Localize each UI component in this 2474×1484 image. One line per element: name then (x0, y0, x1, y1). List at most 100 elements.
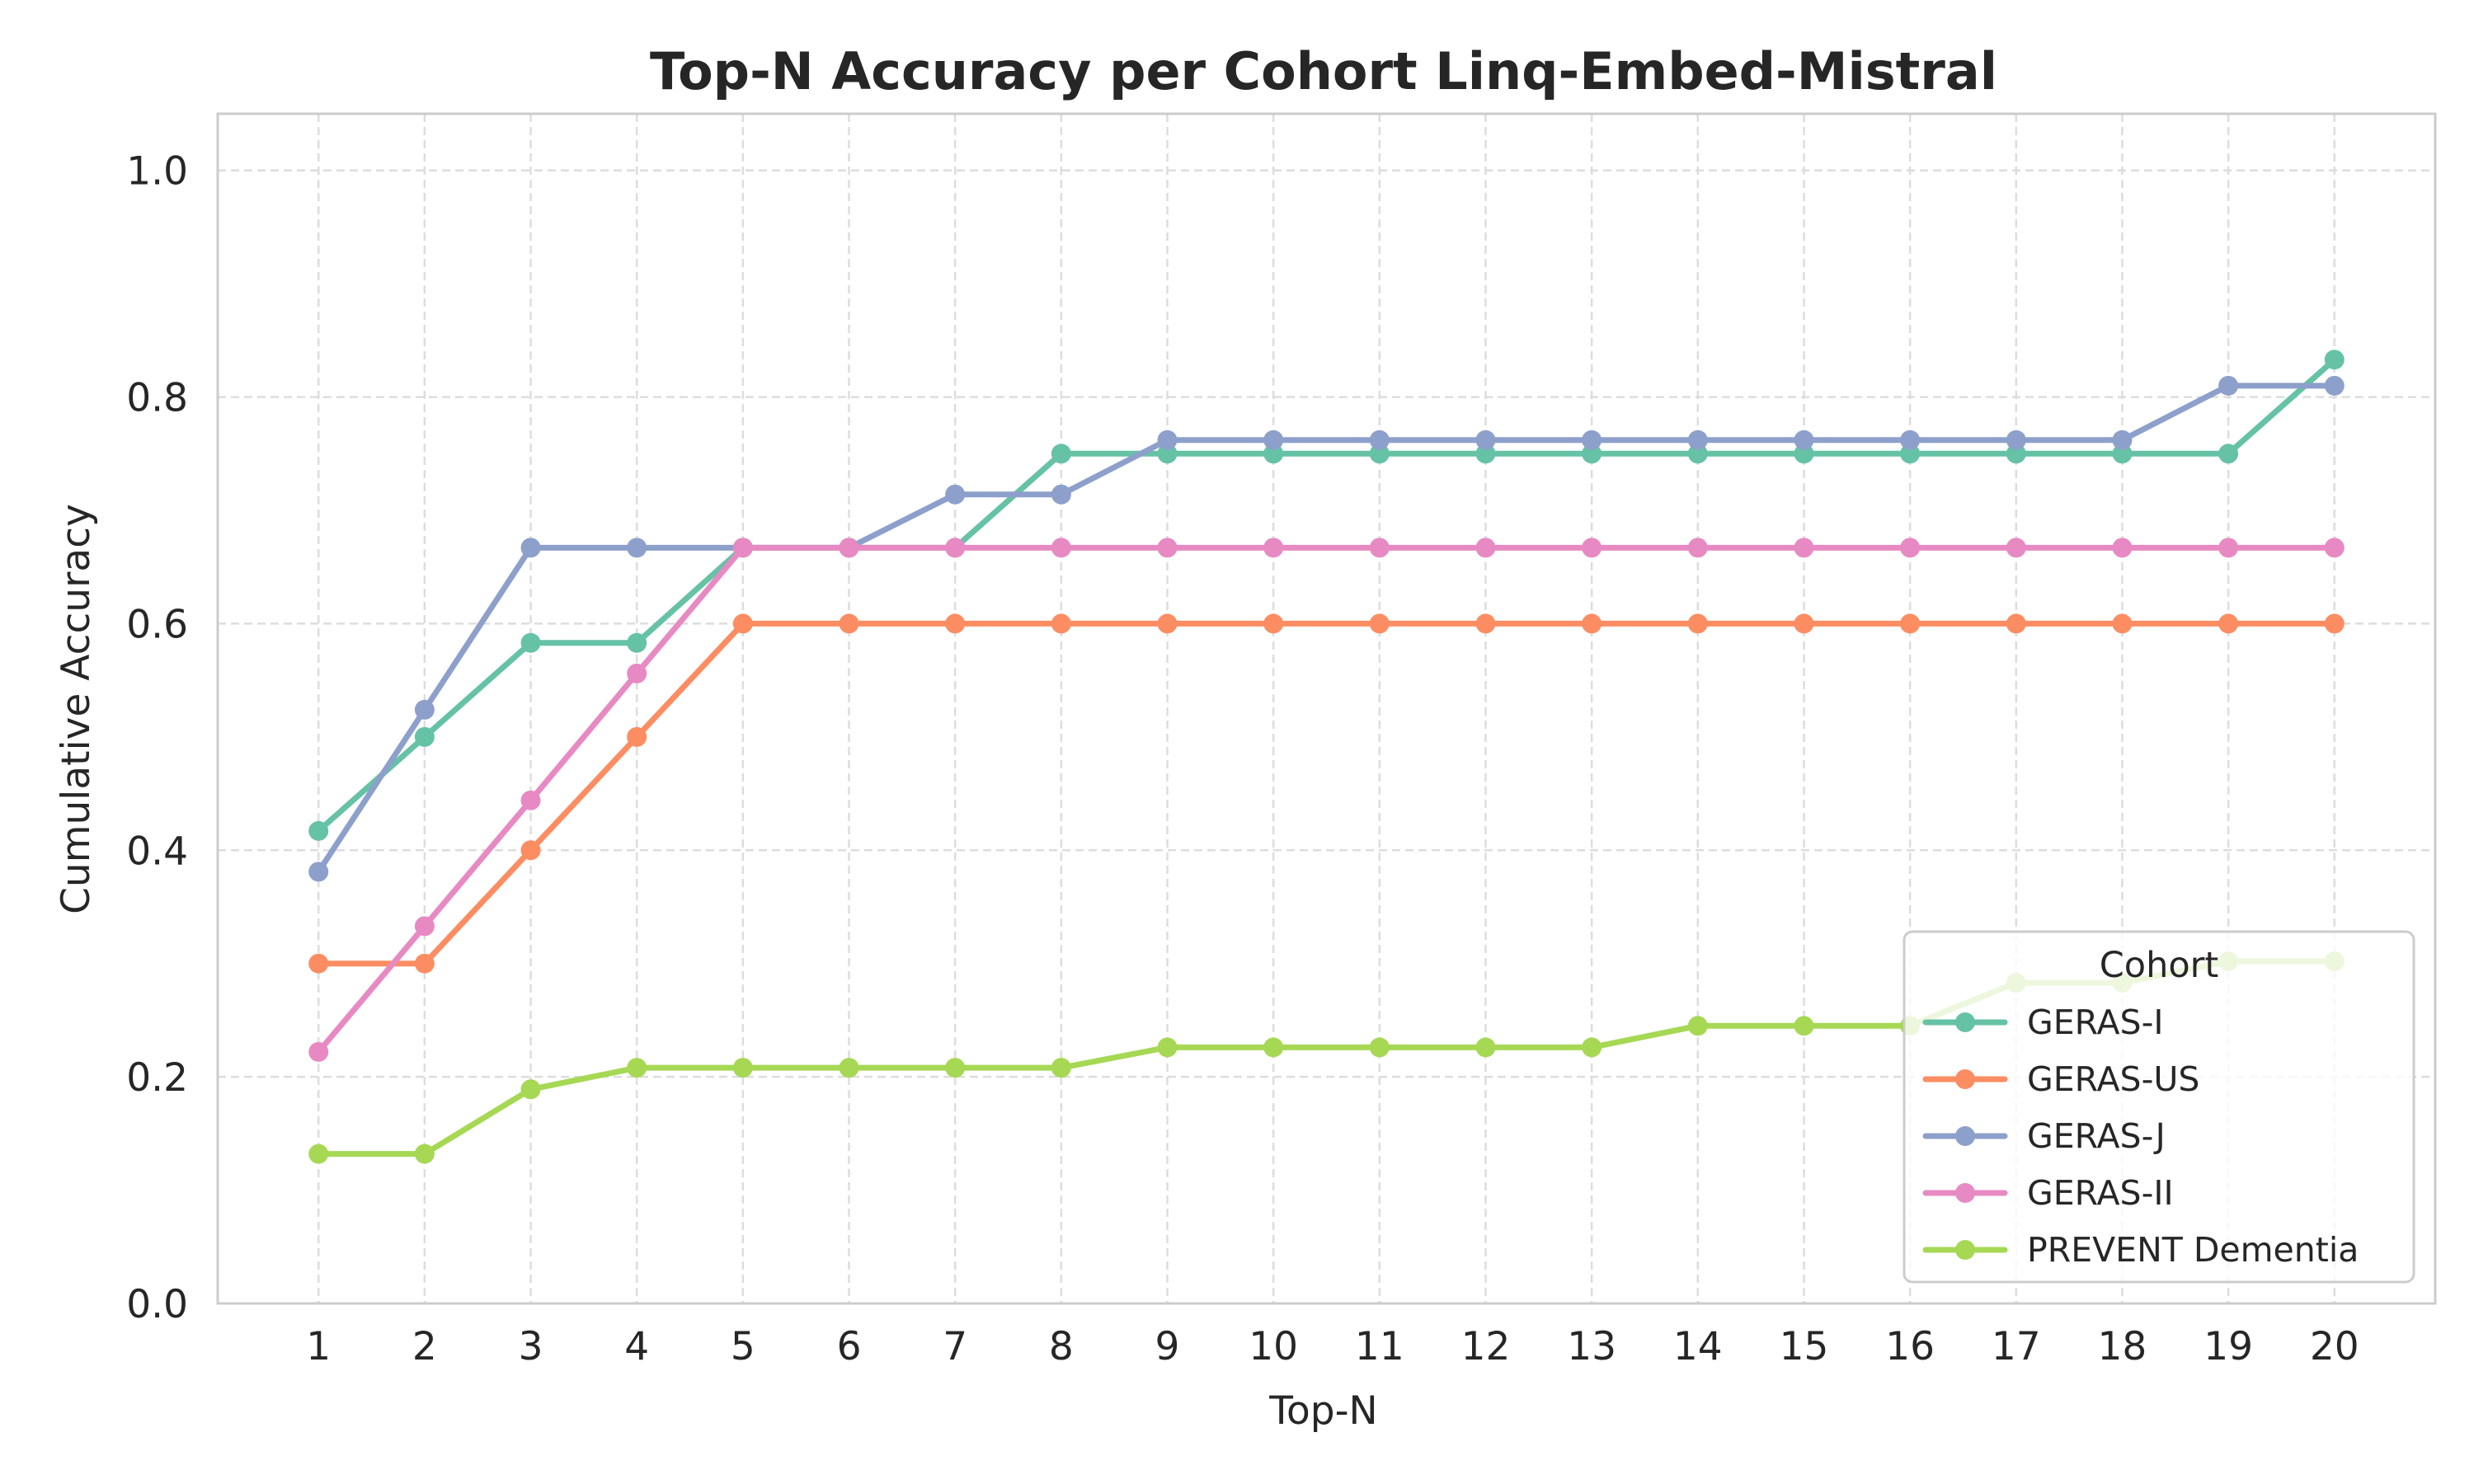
data-point (2324, 538, 2345, 558)
y-tick-label: 0.2 (126, 1055, 188, 1101)
series-line (315, 356, 2338, 834)
legend-item: PREVENT Dementia (1922, 1230, 2359, 1270)
data-point (1794, 538, 1814, 558)
data-point (2218, 613, 2239, 634)
data-point (1263, 1037, 1284, 1058)
data-point (627, 632, 647, 653)
data-point (1475, 1037, 1496, 1058)
data-point (945, 484, 966, 505)
data-point (414, 726, 435, 747)
x-tick-label: 7 (943, 1324, 967, 1369)
data-point (2112, 613, 2133, 634)
x-tick-label: 4 (624, 1324, 649, 1369)
data-point (627, 1058, 647, 1078)
data-point (1582, 613, 1602, 634)
legend-item: GERAS-I (1922, 1003, 2163, 1042)
legend-item: GERAS-US (1922, 1059, 2199, 1099)
data-point (1157, 538, 1178, 558)
y-axis-label: Cumulative Accuracy (54, 504, 99, 914)
data-point (1157, 444, 1178, 464)
legend-label: PREVENT Dementia (2027, 1230, 2359, 1270)
legend: Cohort GERAS-I GERAS-US GERAS-J GERAS-II PRE… (1903, 930, 2415, 1284)
data-point (414, 916, 435, 937)
data-point (1263, 613, 1284, 634)
data-point (308, 862, 329, 882)
data-point (308, 953, 329, 974)
legend-label: GERAS-J (2027, 1116, 2166, 1156)
x-axis-ticks: 1 2 3 4 5 6 7 8 9 10 11 12 13 14 15 16 17 18 19 20 (306, 1324, 2359, 1369)
legend-marker (1955, 1012, 1975, 1032)
data-point (2112, 538, 2133, 558)
data-point (1369, 1037, 1390, 1058)
legend-item: GERAS-II (1922, 1173, 2174, 1213)
data-point (627, 538, 647, 558)
data-point (1687, 613, 1708, 634)
data-point (308, 820, 329, 841)
data-point (2218, 444, 2239, 464)
legend-marker (1955, 1183, 1975, 1203)
legend-marker (1955, 1240, 1975, 1260)
data-point (520, 1079, 541, 1100)
legend-label: GERAS-II (2027, 1173, 2174, 1213)
data-point (1900, 444, 1921, 464)
data-point (1369, 613, 1390, 634)
series-geras-j (308, 375, 2345, 882)
data-point (1051, 484, 1071, 505)
data-point (1900, 538, 1921, 558)
axes-border (216, 112, 2437, 1305)
data-point (2324, 375, 2345, 396)
x-axis-label: Top-N (1268, 1388, 1377, 1434)
x-tick-label: 14 (1673, 1324, 1723, 1369)
data-point (414, 1144, 435, 1164)
y-tick-label: 1.0 (126, 149, 188, 195)
x-tick-label: 10 (1249, 1324, 1298, 1369)
data-point (1794, 430, 1814, 450)
data-point (2112, 430, 2133, 450)
data-point (945, 613, 966, 634)
y-tick-label: 0.4 (126, 829, 188, 874)
series-geras-ii (308, 538, 2345, 1062)
data-point (2218, 538, 2239, 558)
legend-label: GERAS-US (2027, 1059, 2199, 1099)
legend-marker (1955, 1126, 1975, 1146)
x-tick-label: 3 (519, 1324, 543, 1369)
data-point (308, 1041, 329, 1062)
data-point (414, 699, 435, 720)
y-tick-label: 0.8 (126, 376, 188, 421)
x-tick-label: 16 (1885, 1324, 1935, 1369)
data-point (1263, 444, 1284, 464)
x-tick-label: 6 (837, 1324, 862, 1369)
data-point (1475, 538, 1496, 558)
data-point (1582, 444, 1602, 464)
x-tick-label: 15 (1780, 1324, 1829, 1369)
x-tick-label: 19 (2204, 1324, 2253, 1369)
series-line (315, 620, 2338, 967)
x-tick-label: 12 (1461, 1324, 1511, 1369)
data-point (839, 613, 859, 634)
data-point (1900, 613, 1921, 634)
data-point (1369, 430, 1390, 450)
data-point (520, 840, 541, 861)
x-tick-label: 11 (1355, 1324, 1404, 1369)
data-point (2006, 444, 2026, 464)
data-point (732, 1058, 753, 1078)
data-point (1157, 430, 1178, 450)
data-point (945, 538, 966, 558)
data-point (732, 538, 753, 558)
data-point (1263, 430, 1284, 450)
data-point (2006, 613, 2026, 634)
data-point (2218, 375, 2239, 396)
data-point (2006, 430, 2026, 450)
data-point (1687, 444, 1708, 464)
legend-item: GERAS-J (1922, 1116, 2166, 1156)
data-point (627, 663, 647, 683)
data-point (1687, 538, 1708, 558)
data-point (2324, 613, 2345, 634)
data-point (1051, 444, 1071, 464)
data-point (2324, 350, 2345, 370)
legend-title: Cohort (2100, 945, 2218, 986)
data-point (1475, 613, 1496, 634)
series-line (315, 544, 2338, 1055)
data-point (414, 953, 435, 974)
